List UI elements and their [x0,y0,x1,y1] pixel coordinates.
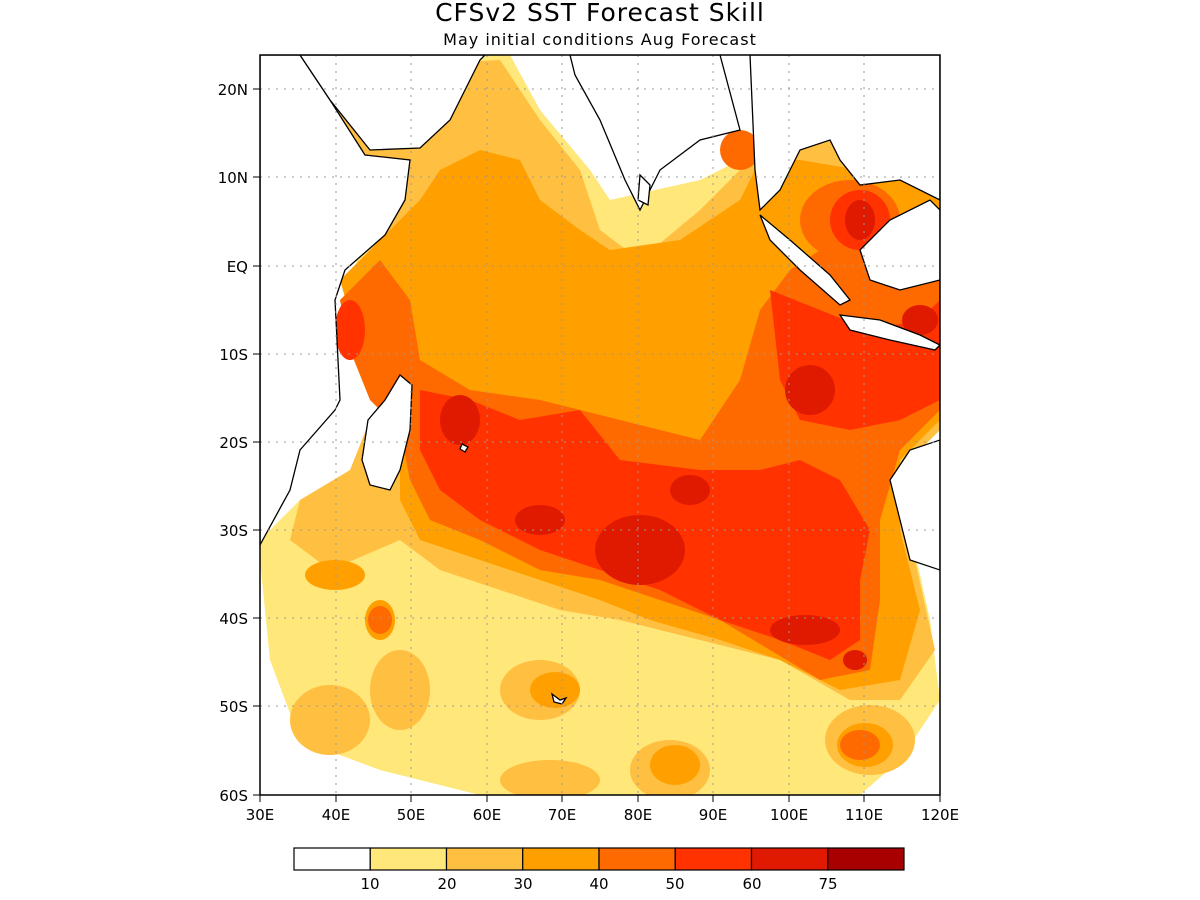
lon-tick-label: 110E [845,806,883,824]
graticule [260,55,940,795]
latitude-axis [253,88,260,796]
colorbar-label: 60 [742,875,761,893]
lon-tick-label: 50E [397,806,426,824]
lon-tick-label: 90E [699,806,728,824]
skill-field [260,55,940,795]
lat-tick-label: 10N [218,169,248,187]
lat-tick-label: 20S [219,434,248,452]
colorbar-label: 40 [589,875,608,893]
sumatra-coastline [759,214,852,306]
figure-subtitle: May initial conditions Aug Forecast [443,30,757,49]
lon-tick-label: 40E [322,806,351,824]
lat-tick-label: 60S [219,787,248,805]
kerguelen-coastline [550,692,568,705]
colorbar-box [522,847,600,871]
longitude-labels: 30E 40E 50E 60E 70E 80E 90E 100E 110E 12… [246,806,959,824]
colorbar-box [445,847,524,871]
lat-tick-label: 30S [219,522,248,540]
figure-title: CFSv2 SST Forecast Skill [435,0,765,27]
lon-tick-label: 120E [921,806,959,824]
colorbar-label: 50 [665,875,684,893]
colorbar-box [293,847,371,871]
map-frame [259,54,941,796]
lon-tick-label: 70E [548,806,577,824]
longitude-axis [259,795,941,802]
colorbar-box [827,847,905,871]
colorbar-box [750,847,829,871]
arabia-coastline [299,55,486,151]
colorbar-box [598,847,676,871]
java-coastline [838,314,940,351]
colorbar: 10 20 30 40 50 60 75 [293,847,905,893]
latitude-labels: 20N 10N EQ 10S 20S 30S 40S 50S 60S [218,81,248,805]
colorbar-label: 20 [437,875,456,893]
colorbar-box [369,847,448,871]
colorbar-label: 30 [513,875,532,893]
colorbar-label: 10 [360,875,379,893]
mauritius-coastline [459,443,469,453]
lat-tick-label: 20N [218,81,248,99]
australia-coastline [889,439,940,571]
lon-tick-label: 100E [770,806,808,824]
lat-tick-label: 40S [219,610,248,628]
sri-lanka-coastline [637,173,651,207]
colorbar-box [674,847,753,871]
lon-tick-label: 60E [473,806,502,824]
map-panel: 20N 10N EQ 10S 20S 30S 40S 50S 60S 30E 4… [218,54,959,824]
lon-tick-label: 30E [246,806,275,824]
lat-tick-label: 50S [219,698,248,716]
southeast-asia-coastline [749,55,940,212]
colorbar-label: 75 [818,875,837,893]
lon-tick-label: 80E [624,806,653,824]
lat-tick-label: 10S [219,346,248,364]
skill-level-60-75 [440,200,938,670]
lat-tick-label: EQ [227,258,248,276]
borneo-coastline [859,199,940,291]
